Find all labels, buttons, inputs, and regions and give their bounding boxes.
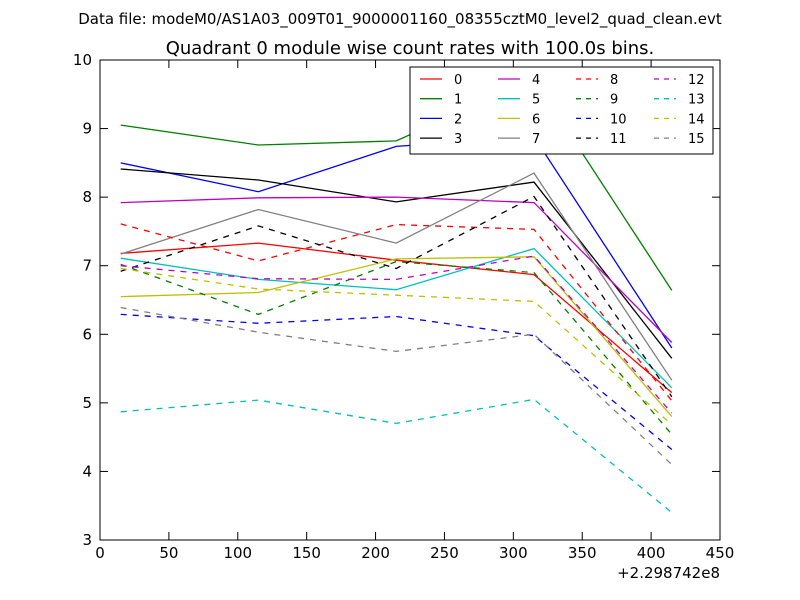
series-line-9 — [120, 260, 673, 435]
x-tick-label: 350 — [568, 544, 597, 562]
x-tick-label: 100 — [223, 544, 252, 562]
series-line-2 — [120, 136, 673, 349]
legend-label-12: 12 — [688, 73, 705, 88]
chart-title: Quadrant 0 module wise count rates with … — [166, 38, 655, 59]
legend-label-9: 9 — [610, 93, 618, 108]
x-tick-label: 50 — [159, 544, 178, 562]
series-line-7 — [120, 172, 673, 381]
legend-label-8: 8 — [610, 73, 618, 88]
x-tick-label: 300 — [499, 544, 528, 562]
legend-label-0: 0 — [454, 73, 462, 88]
series-line-15 — [120, 306, 673, 466]
series-line-12 — [120, 255, 673, 414]
legend-label-14: 14 — [688, 112, 705, 127]
series-line-14 — [120, 267, 673, 426]
x-tick-label: 150 — [292, 544, 321, 562]
series-line-4 — [120, 196, 673, 343]
series-layer — [120, 78, 673, 514]
x-offset-label: +2.298742e8 — [617, 564, 720, 582]
suptitle: Data file: modeM0/AS1A03_009T01_90000011… — [78, 10, 722, 29]
y-tick-label: 9 — [82, 120, 92, 138]
series-line-11 — [120, 195, 673, 398]
series-line-6 — [120, 256, 673, 418]
y-tick-label: 5 — [82, 394, 92, 412]
series-line-5 — [120, 247, 673, 389]
legend-label-2: 2 — [454, 112, 462, 127]
axes-frame — [99, 59, 721, 541]
y-tick-label: 3 — [82, 531, 92, 549]
y-tick-label: 4 — [82, 462, 92, 480]
legend-label-7: 7 — [532, 132, 540, 147]
series-line-13 — [120, 398, 673, 514]
series-line-8 — [120, 223, 673, 402]
legend-label-11: 11 — [610, 132, 627, 147]
legend-label-15: 15 — [688, 132, 705, 147]
legend-label-10: 10 — [610, 112, 627, 127]
x-tick-label: 400 — [637, 544, 666, 562]
x-tick-label: 0 — [95, 544, 105, 562]
legend-box — [409, 66, 714, 155]
y-tick-label: 10 — [73, 51, 92, 69]
legend-label-1: 1 — [454, 93, 462, 108]
series-line-3 — [120, 168, 673, 359]
legend-label-3: 3 — [454, 132, 462, 147]
y-tick-label: 8 — [82, 188, 92, 206]
x-tick-label: 250 — [430, 544, 459, 562]
legend-label-13: 13 — [688, 93, 705, 108]
legend-label-6: 6 — [532, 112, 540, 127]
x-tick-label: 200 — [361, 544, 390, 562]
legend-label-5: 5 — [532, 93, 540, 108]
legend-label-4: 4 — [532, 73, 540, 88]
x-tick-label: 450 — [706, 544, 735, 562]
series-line-0 — [120, 242, 673, 394]
y-tick-label: 6 — [82, 325, 92, 343]
y-tick-label: 7 — [82, 257, 92, 275]
